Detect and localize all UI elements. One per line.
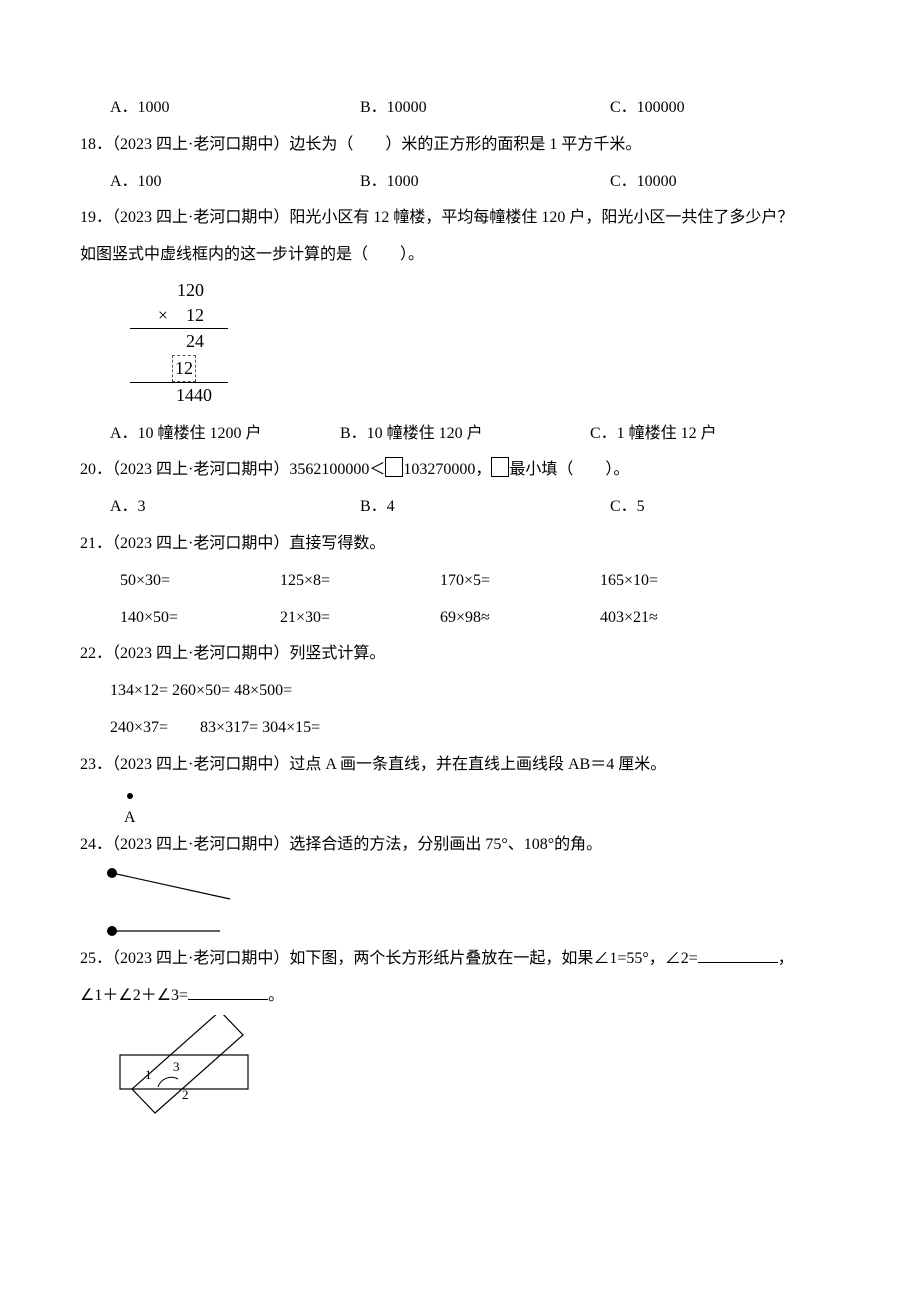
q19-opt-c: C．1 幢楼住 12 户 <box>590 416 717 453</box>
q19-stem-1: 19．（2023 四上·老河口期中）阳光小区有 12 幢楼，平均每幢楼住 120… <box>80 200 840 237</box>
q24-figure-1 <box>100 863 840 903</box>
q24-stem: 24．（2023 四上·老河口期中）选择合适的方法，分别画出 75°、108°的… <box>80 827 840 864</box>
q25-stem: 25．（2023 四上·老河口期中）如下图，两个长方形纸片叠放在一起，如果∠1=… <box>80 941 840 978</box>
q20-opt-b: B．4 <box>360 489 610 526</box>
q23-figure: A <box>100 784 840 827</box>
q17-opt-b: B．10000 <box>360 90 610 127</box>
q20-opt-c: C．5 <box>610 489 645 526</box>
blank-box-icon <box>491 457 509 477</box>
overlapping-rectangles-icon: 1 2 3 <box>100 1015 260 1125</box>
angle-2-label: 2 <box>182 1087 189 1102</box>
q18-opt-b: B．1000 <box>360 164 610 201</box>
q21-r1c2: 125×8= <box>280 563 440 600</box>
q25-comma: ， <box>778 950 794 967</box>
q20-opt-a: A．3 <box>110 489 360 526</box>
q18-opt-a: A．100 <box>110 164 360 201</box>
q25-mid: ∠1＋∠2＋∠3= <box>80 987 188 1004</box>
q20-mid: 103270000， <box>403 461 491 478</box>
q22-stem: 22．（2023 四上·老河口期中）列竖式计算。 <box>80 636 840 673</box>
q25-period: 。 <box>268 987 284 1004</box>
q23-stem: 23．（2023 四上·老河口期中）过点 A 画一条直线，并在直线上画线段 AB… <box>80 747 840 784</box>
q17-opt-a: A．1000 <box>110 90 360 127</box>
q18-options: A．100 B．1000 C．10000 <box>80 164 840 201</box>
ray-horizontal-icon <box>100 921 250 941</box>
q19-opt-a: A．10 幢楼住 1200 户 <box>110 416 340 453</box>
q21-r2c2: 21×30= <box>280 600 440 637</box>
vmul-result: 1440 <box>130 383 216 408</box>
vmul-mult: × 12 <box>130 303 208 328</box>
q19-stem-2: 如图竖式中虚线框内的这一步计算的是（ ）。 <box>80 237 840 274</box>
q19-opt-b: B．10 幢楼住 120 户 <box>340 416 590 453</box>
q20-stem: 20．（2023 四上·老河口期中）3562100000＜ 103270000， 最… <box>80 452 840 489</box>
q25-pre: 25．（2023 四上·老河口期中）如下图，两个长方形纸片叠放在一起，如果∠1=… <box>80 950 698 967</box>
q21-r1c1: 50×30= <box>120 563 280 600</box>
point-a-icon <box>100 784 160 808</box>
q24-figure-2 <box>100 921 840 941</box>
q21-r2c4: 403×21≈ <box>600 600 658 637</box>
vmul-top: 120 <box>130 278 208 303</box>
fill-blank <box>188 982 268 1001</box>
q19-options: A．10 幢楼住 1200 户 B．10 幢楼住 120 户 C．1 幢楼住 1… <box>80 416 840 453</box>
q20-options: A．3 B．4 C．5 <box>80 489 840 526</box>
q17-options: A．1000 B．10000 C．100000 <box>80 90 840 127</box>
q18-opt-c: C．10000 <box>610 164 677 201</box>
q21-r1c3: 170×5= <box>440 563 600 600</box>
q25-stem-2: ∠1＋∠2＋∠3= 。 <box>80 978 840 1015</box>
q23-point-label: A <box>100 808 840 827</box>
q17-opt-c: C．100000 <box>610 90 685 127</box>
q21-r2c1: 140×50= <box>120 600 280 637</box>
q21-stem: 21．（2023 四上·老河口期中）直接写得数。 <box>80 526 840 563</box>
q25-figure: 1 2 3 <box>100 1015 840 1125</box>
q18-stem: 18．（2023 四上·老河口期中）边长为（ ）米的正方形的面积是 1 平方千米… <box>80 127 840 164</box>
angle-3-label: 3 <box>173 1059 180 1074</box>
q22-row1: 134×12= 260×50= 48×500= <box>80 673 840 710</box>
vmul-partial-2-boxed: 12 <box>172 355 196 382</box>
q21-r1c4: 165×10= <box>600 563 658 600</box>
q22-row2: 240×37= 83×317= 304×15= <box>80 710 840 747</box>
angle-1-label: 1 <box>145 1067 152 1082</box>
q20-post: 最小填（ ）。 <box>509 461 629 478</box>
q20-pre: 20．（2023 四上·老河口期中）3562100000＜ <box>80 461 385 478</box>
ray-diagonal-icon <box>100 863 250 903</box>
q21-row1: 50×30= 125×8= 170×5= 165×10= <box>80 563 840 600</box>
q21-r2c3: 69×98≈ <box>440 600 600 637</box>
q19-vertical-multiplication: 120 × 12 24 12 1440 <box>130 278 228 408</box>
vmul-partial-1: 24 <box>130 329 208 354</box>
blank-box-icon <box>385 457 403 477</box>
fill-blank <box>698 945 778 964</box>
q21-row2: 140×50= 21×30= 69×98≈ 403×21≈ <box>80 600 840 637</box>
